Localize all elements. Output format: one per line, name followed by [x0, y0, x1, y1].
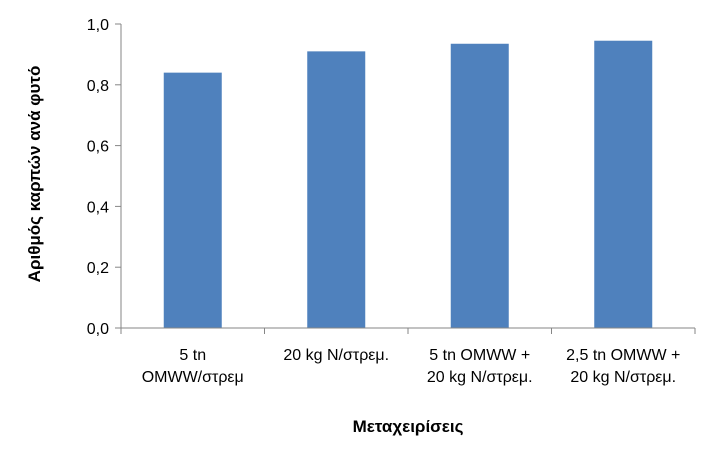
x-tick-label-3: 5 tn OMWW + 20 kg N/στρεμ. [427, 347, 533, 386]
x-tick-label-line: 5 tn [179, 347, 206, 364]
bar-1 [163, 72, 222, 328]
y-tick-label: 0,8 [87, 78, 109, 95]
x-ticks-group: 5 tn OMWW/στρεμ 20 kg N/στρεμ. 5 tn OMWW + 2… [120, 328, 696, 386]
y-tick-label: 0,4 [87, 199, 109, 216]
x-axis-title: Μεταχειρίσεις [353, 417, 464, 436]
y-axis-title: Αριθμός καρπών ανά φυτό [25, 66, 44, 283]
bar-4 [594, 40, 653, 328]
x-tick-label-line: 5 tn OMWW + [429, 347, 530, 364]
x-tick-label-line: 2,5 tn OMWW + [566, 347, 680, 364]
x-tick-label-line: OMWW/στρεμ [142, 369, 244, 386]
y-tick-label: 1,0 [87, 17, 109, 34]
x-tick-label-line: 20 kg N/στρεμ. [427, 369, 533, 386]
x-tick-label-4: 2,5 tn OMWW + 20 kg N/στρεμ. [566, 347, 680, 386]
bars-group [163, 40, 653, 329]
y-tick-label: 0,0 [87, 321, 109, 338]
bar-3 [450, 43, 509, 328]
bar-2 [307, 51, 366, 329]
y-tick-label: 0,6 [87, 139, 109, 156]
x-tick-label-2: 20 kg N/στρεμ. [283, 347, 389, 364]
x-tick-label-line: 20 kg N/στρεμ. [283, 347, 389, 364]
y-tick-label: 0,2 [87, 260, 109, 277]
x-tick-label-1: 5 tn OMWW/στρεμ [142, 347, 244, 386]
y-ticks-group: 0,0 0,2 0,4 0,6 0,8 1,0 [87, 17, 121, 338]
x-tick-label-line: 20 kg N/στρεμ. [570, 369, 676, 386]
